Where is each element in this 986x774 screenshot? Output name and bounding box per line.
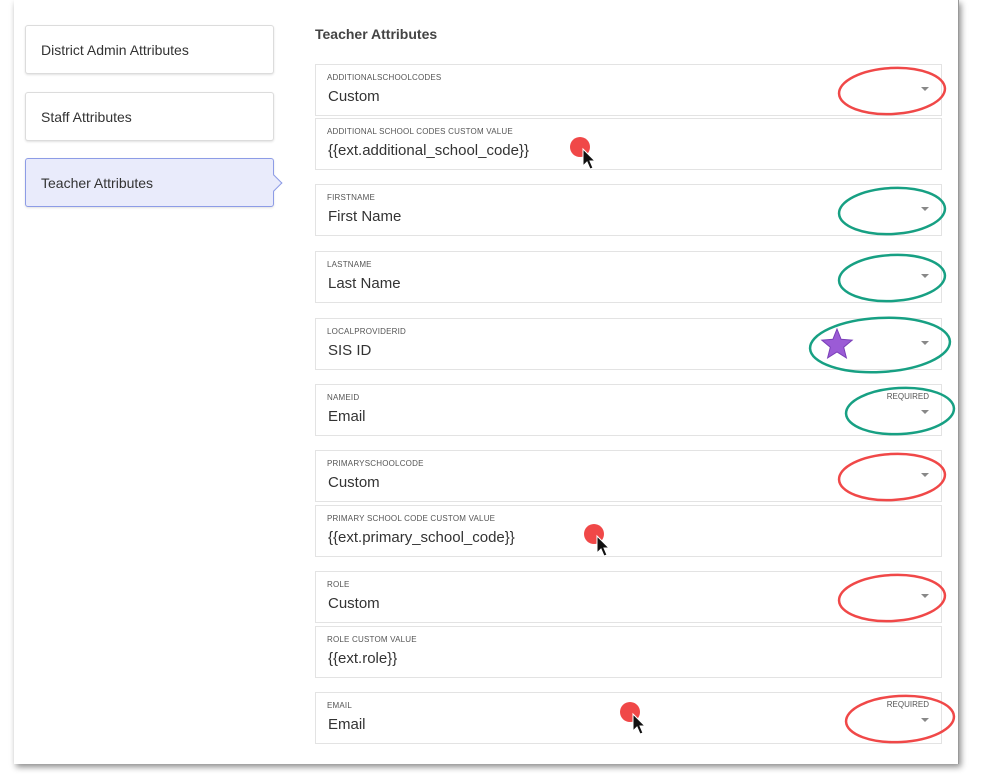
field-label: PRIMARY SCHOOL CODE CUSTOM VALUE xyxy=(327,514,496,523)
field-value: First Name xyxy=(328,208,402,225)
field-label: LASTNAME xyxy=(327,260,372,269)
sidebar-item-staff-attributes[interactable]: Staff Attributes xyxy=(25,92,274,141)
field-value: Email xyxy=(328,408,366,425)
sidebar-item-label: Teacher Attributes xyxy=(41,174,154,191)
field-value: {{ext.primary_school_code}} xyxy=(328,529,515,546)
field-value: Custom xyxy=(328,474,380,491)
chevron-down-icon[interactable] xyxy=(921,718,929,722)
input-role-custom-value[interactable]: ROLE CUSTOM VALUE {{ext.role}} xyxy=(315,626,942,678)
field-label: EMAIL xyxy=(327,701,353,710)
select-email[interactable]: EMAIL Email REQUIRED xyxy=(315,692,942,744)
select-nameid[interactable]: NAMEID Email REQUIRED xyxy=(315,384,942,436)
chevron-down-icon[interactable] xyxy=(921,341,929,345)
chevron-down-icon[interactable] xyxy=(921,410,929,414)
chevron-down-icon[interactable] xyxy=(921,473,929,477)
input-primary-school-code-custom-value[interactable]: PRIMARY SCHOOL CODE CUSTOM VALUE {{ext.p… xyxy=(315,505,942,557)
input-additional-school-codes-custom-value[interactable]: ADDITIONAL SCHOOL CODES CUSTOM VALUE {{e… xyxy=(315,118,942,170)
field-value: Custom xyxy=(328,595,380,612)
field-label: ADDITIONALSCHOOLCODES xyxy=(327,73,442,82)
sidebar-item-label: District Admin Attributes xyxy=(41,41,189,58)
select-localproviderid[interactable]: LOCALPROVIDERID SIS ID xyxy=(315,318,942,370)
field-label: ADDITIONAL SCHOOL CODES CUSTOM VALUE xyxy=(327,127,513,136)
chevron-down-icon[interactable] xyxy=(921,207,929,211)
chevron-down-icon[interactable] xyxy=(921,87,929,91)
select-role[interactable]: ROLE Custom xyxy=(315,571,942,623)
section-title: Teacher Attributes xyxy=(315,26,438,42)
required-badge: REQUIRED xyxy=(886,700,929,709)
select-primaryschoolcode[interactable]: PRIMARYSCHOOLCODE Custom xyxy=(315,450,942,502)
select-lastname[interactable]: LASTNAME Last Name xyxy=(315,251,942,303)
field-label: LOCALPROVIDERID xyxy=(327,327,407,336)
sidebar-item-district-admin-attributes[interactable]: District Admin Attributes xyxy=(25,25,274,74)
field-value: {{ext.additional_school_code}} xyxy=(328,142,530,159)
field-label: ROLE CUSTOM VALUE xyxy=(327,635,417,644)
field-value: SIS ID xyxy=(328,342,372,359)
required-badge: REQUIRED xyxy=(886,392,929,401)
field-label: ROLE xyxy=(327,580,350,589)
field-label: FIRSTNAME xyxy=(327,193,376,202)
select-firstname[interactable]: FIRSTNAME First Name xyxy=(315,184,942,236)
field-value: Email xyxy=(328,716,366,733)
sidebar-item-label: Staff Attributes xyxy=(41,108,132,125)
field-value: {{ext.role}} xyxy=(328,650,398,667)
sidebar-item-teacher-attributes[interactable]: Teacher Attributes xyxy=(25,158,274,207)
select-additionalschoolcodes[interactable]: ADDITIONALSCHOOLCODES Custom xyxy=(315,64,942,116)
field-value: Custom xyxy=(328,88,380,105)
field-label: NAMEID xyxy=(327,393,360,402)
field-label: PRIMARYSCHOOLCODE xyxy=(327,459,424,468)
chevron-down-icon[interactable] xyxy=(921,594,929,598)
field-value: Last Name xyxy=(328,275,401,292)
chevron-down-icon[interactable] xyxy=(921,274,929,278)
